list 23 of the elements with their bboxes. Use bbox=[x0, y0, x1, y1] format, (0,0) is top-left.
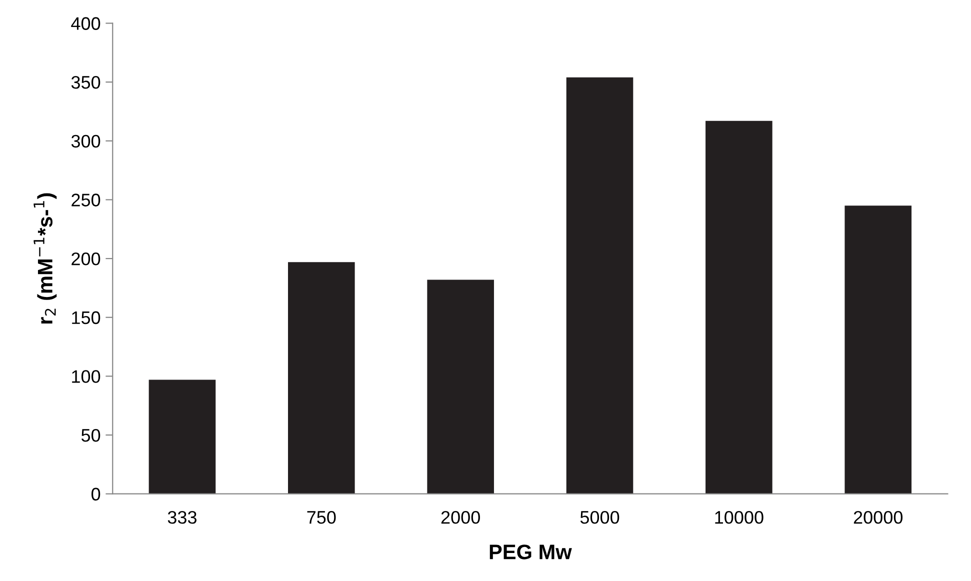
bar bbox=[566, 77, 634, 494]
x-tick-label: 2000 bbox=[441, 510, 480, 524]
y-tick-label: 150 bbox=[72, 311, 100, 324]
bar bbox=[706, 120, 772, 494]
y-tick-label: 0 bbox=[91, 488, 100, 501]
bar bbox=[844, 206, 912, 494]
y-axis-title: r$_{2}$ (mM$^{−1}$*s-$^{1}$) bbox=[34, 193, 57, 324]
y-tick-label: 250 bbox=[72, 194, 100, 206]
x-axis-title: PEG Mw bbox=[490, 544, 572, 560]
x-tick-label: 5000 bbox=[580, 510, 620, 524]
y-tick-label: 300 bbox=[71, 134, 100, 148]
x-tick-label: 10000 bbox=[715, 510, 764, 524]
bar bbox=[427, 280, 494, 494]
y-tick-label: 350 bbox=[71, 76, 100, 89]
y-tick-label: 400 bbox=[71, 17, 100, 30]
x-tick-label: 333 bbox=[168, 510, 196, 524]
x-tick-label: 20000 bbox=[854, 510, 903, 524]
bar bbox=[288, 262, 355, 494]
y-tick-label: 50 bbox=[81, 428, 100, 442]
x-tick-label: 750 bbox=[307, 510, 336, 524]
y-tick-label: 100 bbox=[72, 370, 100, 383]
y-tick-label: 200 bbox=[72, 252, 100, 266]
bar bbox=[148, 380, 216, 494]
